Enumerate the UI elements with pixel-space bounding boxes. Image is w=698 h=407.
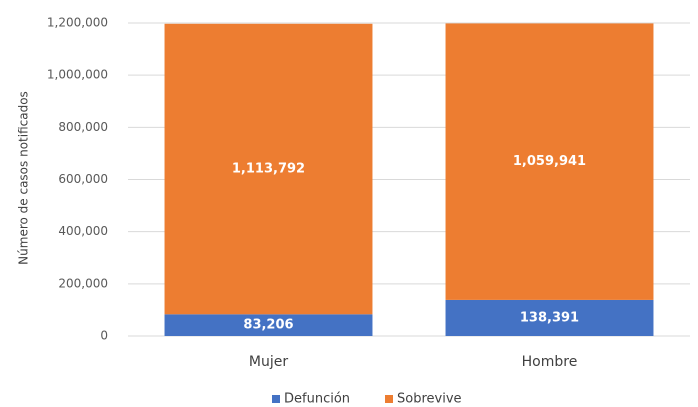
y-tick-label: 800,000 (58, 120, 108, 134)
bars (164, 23, 654, 336)
bar-segment (164, 314, 373, 336)
x-axis-categories: Mujer Hombre (249, 354, 577, 370)
x-category-label: Mujer (249, 354, 288, 370)
x-category-label: Hombre (522, 354, 578, 370)
data-label: 1,113,792 (232, 162, 305, 177)
bar-segment (164, 23, 373, 315)
bar-segment (445, 23, 654, 300)
y-tick-label: 200,000 (58, 276, 108, 290)
y-tick-label: 600,000 (58, 172, 108, 186)
y-axis-ticks: 0 200,000 400,000 600,000 800,000 1,000,000 1,… (47, 16, 108, 343)
data-label: 1,059,941 (513, 154, 586, 169)
y-tick-label: 1,200,000 (47, 16, 108, 30)
data-label: 83,206 (243, 318, 293, 333)
legend-label: Defunción (284, 392, 350, 407)
y-tick-label: 400,000 (58, 224, 108, 238)
y-tick-label: 0 (100, 329, 108, 343)
bar-segment (445, 299, 654, 336)
y-tick-label: 1,000,000 (47, 68, 108, 82)
legend-label: Sobrevive (397, 392, 462, 407)
data-label: 138,391 (520, 310, 579, 325)
y-axis-label: Número de casos notificados (17, 91, 31, 265)
data-labels: 83,206 1,113,792 138,391 1,059,941 (232, 154, 586, 332)
legend-swatch (272, 395, 280, 403)
legend: Defunción Sobrevive (272, 392, 462, 407)
legend-swatch (385, 395, 393, 403)
